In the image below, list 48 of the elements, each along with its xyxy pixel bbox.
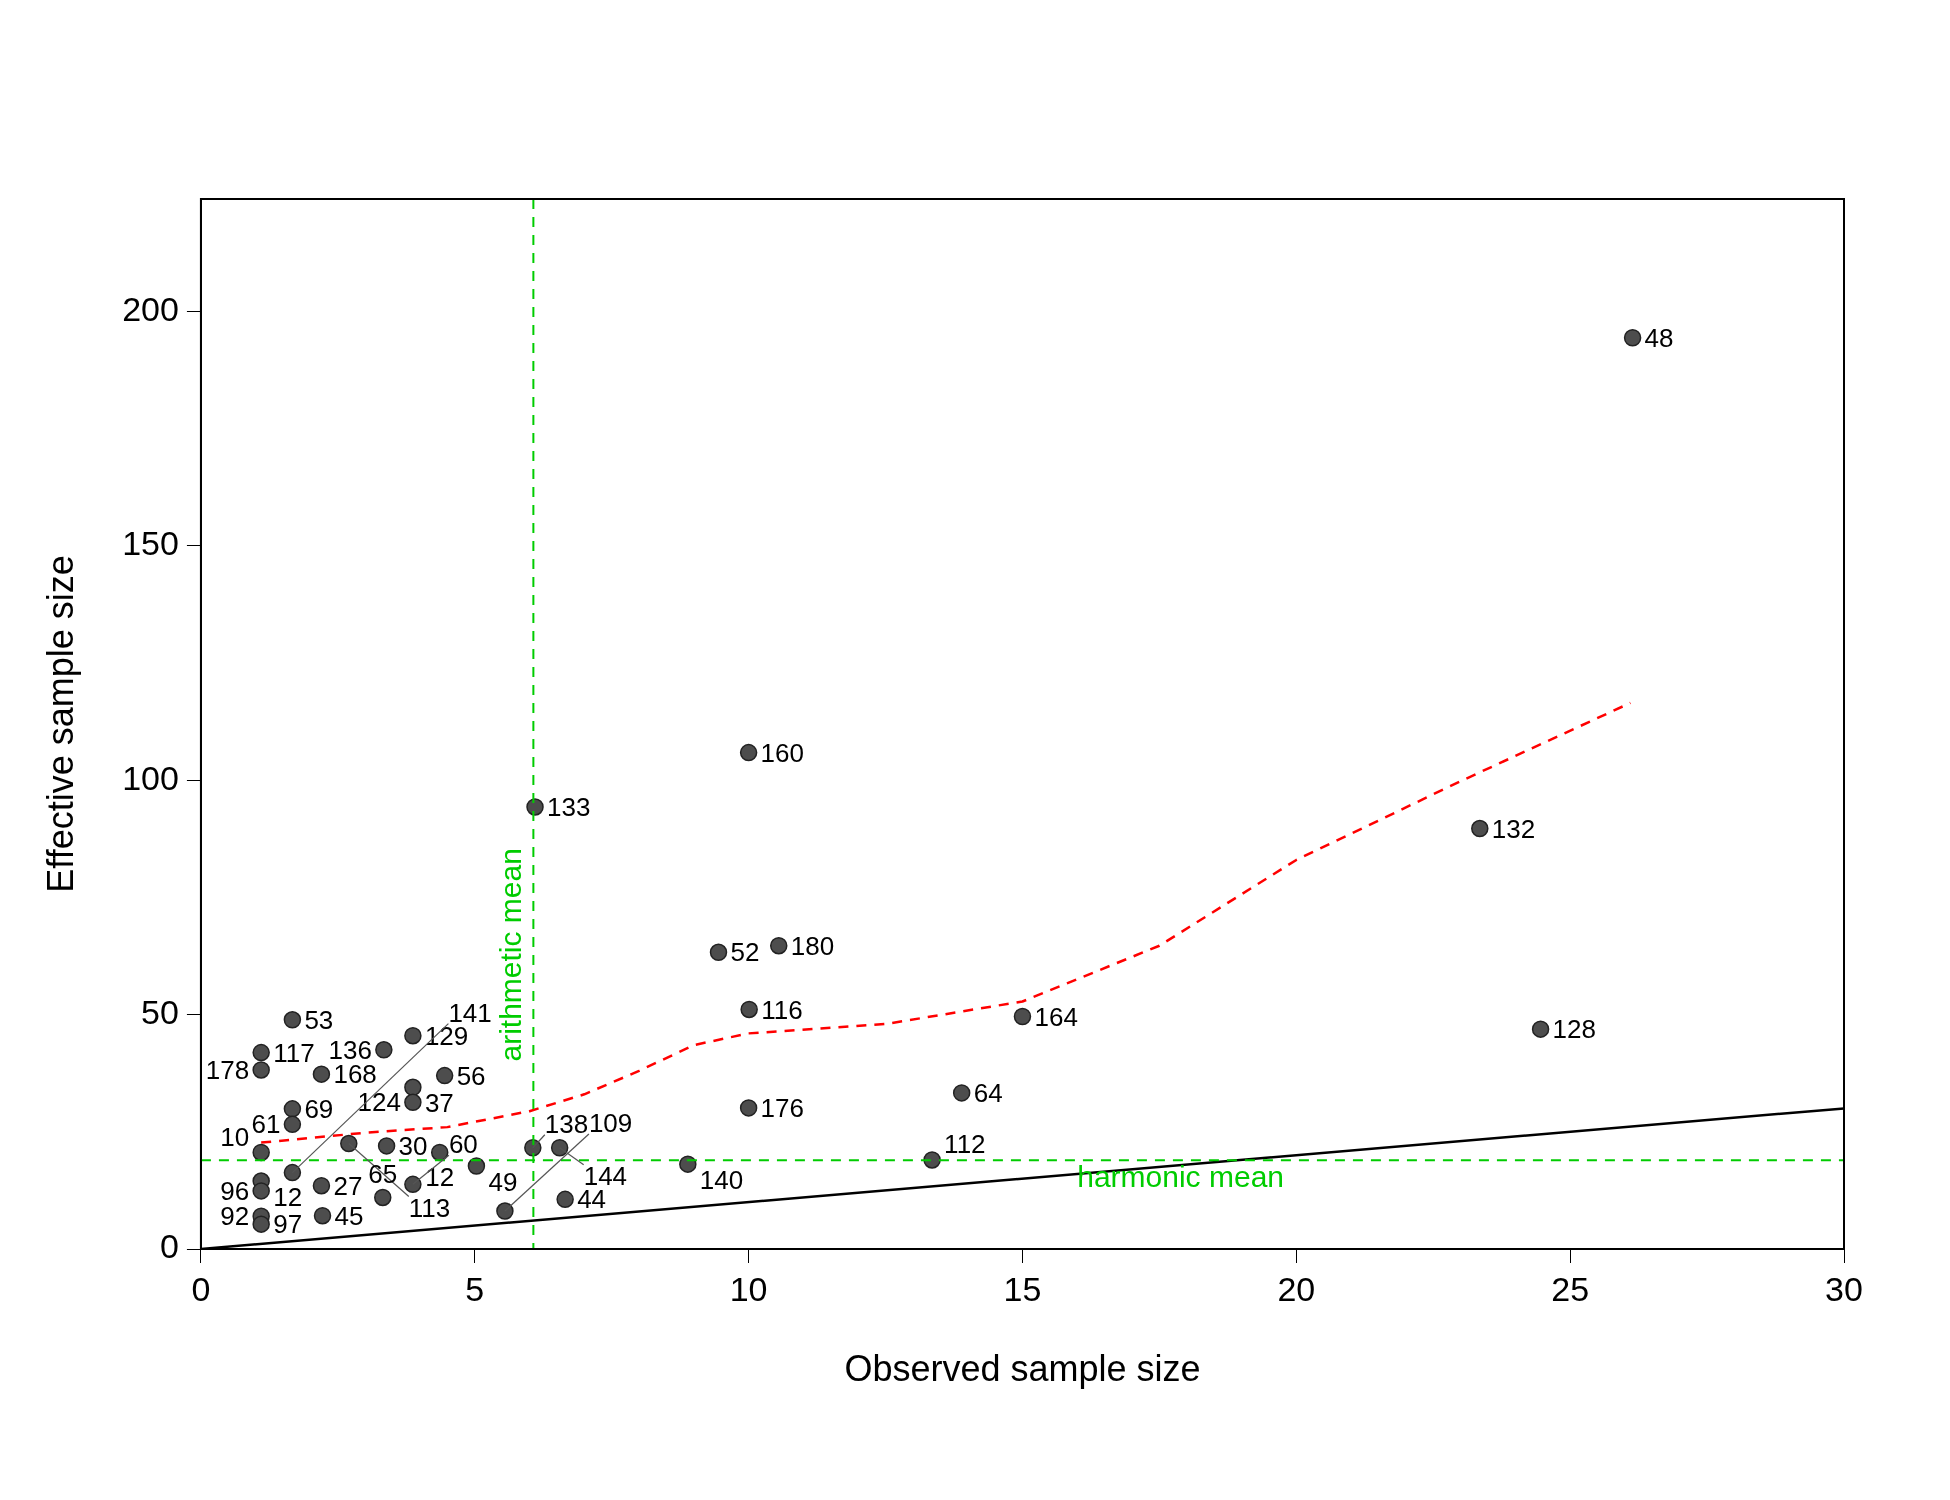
annotation: 27 [333,1170,363,1201]
annotation: 117 [273,1037,315,1068]
annotation: 141 [448,997,492,1028]
annotation: 132 [1491,813,1536,844]
annotation: 45 [334,1200,364,1231]
annotation: 138 [544,1108,589,1139]
annotation: 37 [424,1088,454,1119]
annotation: 176 [760,1093,805,1124]
x-tick-label: 0 [191,1269,211,1308]
annotation: 56 [456,1060,486,1091]
annotation: 112 [944,1129,986,1160]
annotation: 116 [761,994,803,1025]
y-tick-label: 200 [122,289,179,328]
annotation: 48 [1644,322,1674,353]
annotation: 61 [251,1109,281,1140]
annotation: 53 [304,1004,334,1035]
y-tick-label: 0 [160,1227,179,1266]
ref-line-label: harmonic mean [1077,1160,1284,1194]
x-tick-label: 15 [1003,1269,1042,1308]
annotation: 12 [425,1161,455,1192]
x-tick-label: 10 [729,1269,768,1308]
y-tick-label: 150 [122,524,179,563]
annotation: 128 [1552,1014,1596,1045]
annotation: 69 [304,1094,334,1125]
y-tick-label: 50 [141,993,179,1031]
annotation: 178 [205,1055,250,1086]
annotation: 180 [790,930,835,961]
annotation: 133 [547,792,591,823]
x-tick-label: 20 [1277,1269,1316,1308]
annotation: 64 [973,1078,1003,1109]
x-tick-label: 5 [465,1269,485,1308]
annotation: 30 [398,1131,428,1162]
annotation: 140 [699,1165,744,1196]
y-axis-title: Effective sample size [39,555,81,893]
annotation: 113 [408,1192,451,1223]
y-tick-label: 100 [122,758,179,797]
annotation: 60 [448,1129,478,1160]
annotation: 124 [357,1087,401,1118]
annotation: 160 [760,737,805,768]
x-axis-title: Observed sample size [844,1348,1201,1390]
x-tick-label: 25 [1551,1269,1590,1308]
annotation: 109 [588,1108,633,1139]
annotation: 10 [220,1121,250,1152]
x-tick-label: 30 [1825,1269,1863,1308]
ref-line-label: arithmetic mean [493,848,527,1062]
annotation: 164 [1034,1001,1078,1032]
annotation: 49 [488,1167,518,1198]
annotation: 52 [730,937,760,968]
